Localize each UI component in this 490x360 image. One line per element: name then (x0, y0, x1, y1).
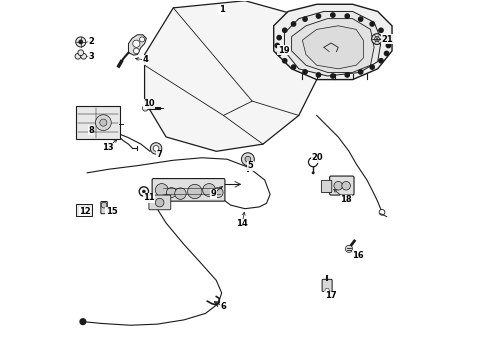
Circle shape (133, 48, 139, 54)
Circle shape (143, 105, 148, 111)
Text: 21: 21 (381, 35, 393, 44)
Text: 4: 4 (143, 55, 148, 64)
Circle shape (140, 37, 145, 42)
Text: 13: 13 (102, 143, 114, 152)
Circle shape (203, 184, 216, 197)
Text: 1: 1 (219, 5, 224, 14)
Circle shape (188, 184, 202, 199)
Circle shape (277, 36, 281, 40)
FancyBboxPatch shape (152, 179, 225, 201)
Text: 10: 10 (143, 99, 155, 108)
Circle shape (379, 59, 383, 63)
Polygon shape (292, 19, 374, 72)
Text: 7: 7 (157, 150, 163, 159)
Circle shape (384, 51, 389, 55)
Circle shape (155, 184, 168, 197)
Circle shape (81, 53, 87, 59)
Circle shape (292, 22, 295, 26)
Circle shape (155, 198, 164, 207)
Circle shape (371, 34, 382, 44)
Text: 2: 2 (89, 37, 95, 46)
Circle shape (379, 28, 383, 32)
Circle shape (81, 207, 86, 212)
Circle shape (317, 14, 320, 18)
Text: 6: 6 (220, 302, 226, 311)
Circle shape (292, 65, 295, 69)
Circle shape (312, 171, 315, 174)
Text: 17: 17 (324, 291, 336, 300)
FancyBboxPatch shape (330, 176, 354, 195)
Circle shape (317, 73, 320, 77)
Text: 16: 16 (352, 251, 364, 260)
Circle shape (303, 17, 307, 21)
Circle shape (167, 188, 176, 198)
FancyBboxPatch shape (322, 279, 332, 292)
FancyBboxPatch shape (321, 180, 332, 193)
Text: 8: 8 (88, 126, 94, 135)
Circle shape (133, 40, 140, 47)
Circle shape (142, 190, 146, 193)
Circle shape (213, 188, 223, 198)
Text: 9: 9 (211, 189, 216, 198)
Circle shape (386, 43, 391, 48)
Circle shape (175, 188, 186, 199)
Circle shape (96, 115, 111, 131)
Text: 18: 18 (341, 195, 352, 204)
Circle shape (275, 43, 279, 48)
Circle shape (303, 70, 307, 74)
Text: 12: 12 (79, 207, 91, 216)
Text: 15: 15 (106, 207, 118, 216)
Circle shape (342, 181, 350, 190)
Circle shape (245, 156, 251, 162)
Text: 19: 19 (277, 46, 289, 55)
FancyBboxPatch shape (101, 202, 107, 214)
Circle shape (277, 51, 281, 55)
Circle shape (334, 181, 343, 190)
Circle shape (345, 14, 349, 18)
Polygon shape (128, 35, 147, 55)
Circle shape (331, 74, 335, 78)
FancyBboxPatch shape (76, 204, 92, 216)
FancyBboxPatch shape (149, 195, 171, 210)
Circle shape (325, 288, 329, 293)
Circle shape (345, 245, 353, 252)
Circle shape (384, 36, 389, 40)
Polygon shape (285, 12, 381, 76)
Text: 11: 11 (143, 193, 155, 202)
Text: 20: 20 (312, 153, 323, 162)
Circle shape (76, 37, 86, 47)
Text: 14: 14 (236, 219, 248, 228)
Polygon shape (274, 4, 392, 80)
Circle shape (359, 17, 363, 21)
Polygon shape (302, 26, 364, 69)
Polygon shape (145, 1, 324, 151)
Text: 5: 5 (248, 161, 254, 170)
Circle shape (359, 70, 363, 74)
FancyBboxPatch shape (76, 106, 120, 139)
Circle shape (331, 13, 335, 17)
Circle shape (75, 53, 81, 59)
Circle shape (78, 50, 84, 55)
Text: 3: 3 (89, 52, 95, 61)
Circle shape (100, 119, 107, 126)
Circle shape (78, 40, 83, 44)
Circle shape (283, 59, 287, 63)
Circle shape (345, 73, 349, 77)
Circle shape (374, 37, 379, 41)
Circle shape (150, 143, 162, 154)
Circle shape (370, 65, 374, 69)
Circle shape (80, 319, 86, 324)
Circle shape (242, 153, 254, 166)
Circle shape (283, 28, 287, 32)
Circle shape (153, 145, 159, 151)
Circle shape (379, 210, 385, 215)
Circle shape (101, 202, 107, 208)
Circle shape (370, 22, 374, 26)
